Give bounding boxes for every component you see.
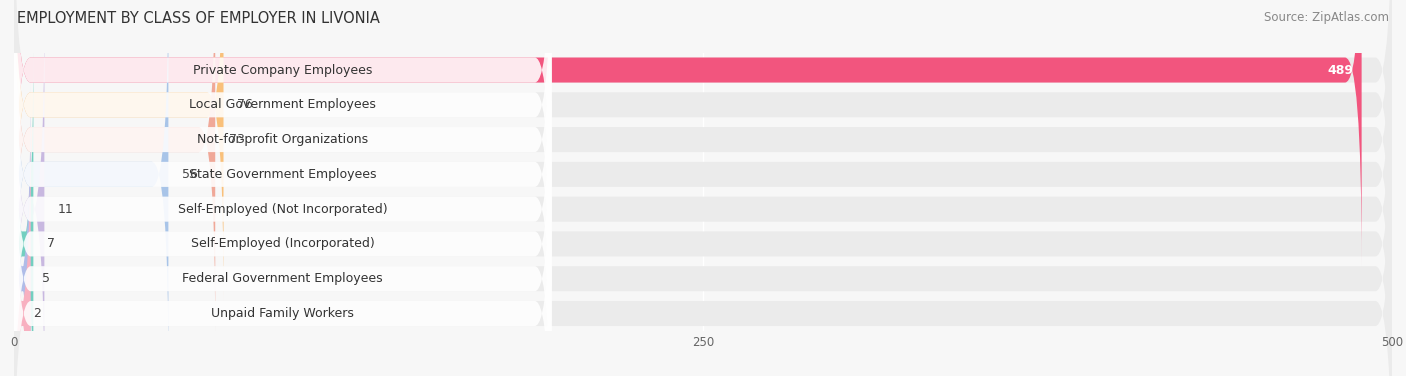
FancyBboxPatch shape	[14, 117, 551, 376]
Text: 489: 489	[1327, 64, 1354, 77]
Text: Private Company Employees: Private Company Employees	[193, 64, 373, 77]
Text: Self-Employed (Incorporated): Self-Employed (Incorporated)	[191, 237, 374, 250]
FancyBboxPatch shape	[14, 0, 1361, 266]
Text: 7: 7	[48, 237, 55, 250]
Text: Federal Government Employees: Federal Government Employees	[183, 272, 382, 285]
Text: 11: 11	[58, 203, 75, 216]
FancyBboxPatch shape	[14, 83, 551, 376]
FancyBboxPatch shape	[14, 0, 1392, 301]
FancyBboxPatch shape	[14, 117, 31, 376]
FancyBboxPatch shape	[14, 48, 551, 376]
Text: EMPLOYMENT BY CLASS OF EMPLOYER IN LIVONIA: EMPLOYMENT BY CLASS OF EMPLOYER IN LIVON…	[17, 11, 380, 26]
FancyBboxPatch shape	[14, 0, 215, 336]
FancyBboxPatch shape	[14, 0, 551, 266]
FancyBboxPatch shape	[14, 48, 34, 376]
Text: Unpaid Family Workers: Unpaid Family Workers	[211, 307, 354, 320]
FancyBboxPatch shape	[14, 0, 224, 301]
FancyBboxPatch shape	[14, 0, 551, 336]
FancyBboxPatch shape	[14, 0, 1392, 370]
FancyBboxPatch shape	[14, 117, 1392, 376]
FancyBboxPatch shape	[14, 0, 551, 301]
FancyBboxPatch shape	[14, 0, 169, 370]
FancyBboxPatch shape	[14, 13, 551, 376]
Text: Source: ZipAtlas.com: Source: ZipAtlas.com	[1264, 11, 1389, 24]
Text: 2: 2	[34, 307, 41, 320]
Text: 56: 56	[183, 168, 198, 181]
Text: Self-Employed (Not Incorporated): Self-Employed (Not Incorporated)	[179, 203, 388, 216]
Text: Not-for-profit Organizations: Not-for-profit Organizations	[197, 133, 368, 146]
FancyBboxPatch shape	[14, 83, 1392, 376]
FancyBboxPatch shape	[14, 48, 1392, 376]
Text: 5: 5	[42, 272, 49, 285]
Text: 76: 76	[238, 98, 253, 111]
FancyBboxPatch shape	[14, 83, 31, 376]
Text: State Government Employees: State Government Employees	[188, 168, 377, 181]
FancyBboxPatch shape	[14, 0, 1392, 336]
FancyBboxPatch shape	[14, 13, 45, 376]
FancyBboxPatch shape	[14, 13, 1392, 376]
Text: 73: 73	[229, 133, 245, 146]
FancyBboxPatch shape	[14, 0, 551, 370]
FancyBboxPatch shape	[14, 0, 1392, 266]
Text: Local Government Employees: Local Government Employees	[190, 98, 377, 111]
